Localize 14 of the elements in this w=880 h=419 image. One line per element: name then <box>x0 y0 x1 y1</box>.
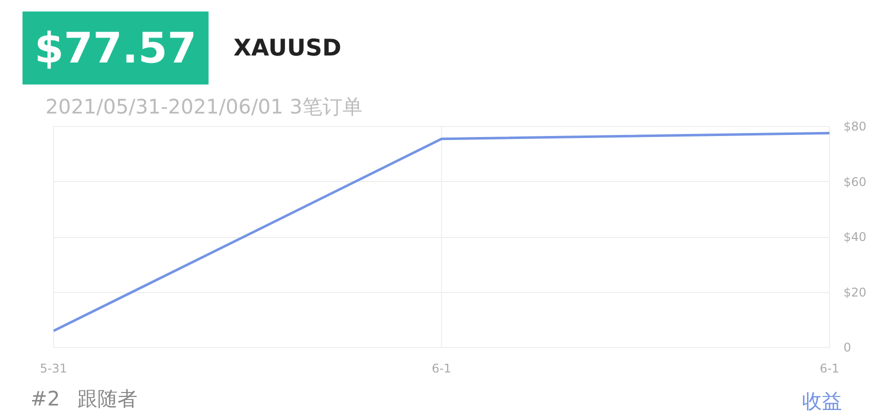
text: 跟随者 <box>78 386 138 410</box>
y-tick-label: $60 <box>844 174 866 189</box>
y-tick-label: $40 <box>844 230 866 244</box>
text: #2 <box>30 386 60 410</box>
x-tick-label: 6-1 <box>432 362 452 376</box>
text: 收益 <box>802 388 842 415</box>
y-tick-label: $20 <box>844 285 866 300</box>
text: 2021/05/31-2021/06/01 3笔订单 <box>46 94 362 118</box>
chart-title: $77.57 <box>34 24 197 72</box>
x-tick-label: 6-1 <box>820 362 840 376</box>
y-tick-label: 0 <box>844 340 852 354</box>
x-tick-label: 5-31 <box>40 362 68 376</box>
chart-subtitle: XAUUSD <box>234 36 342 62</box>
y-tick-label: $80 <box>844 120 866 134</box>
